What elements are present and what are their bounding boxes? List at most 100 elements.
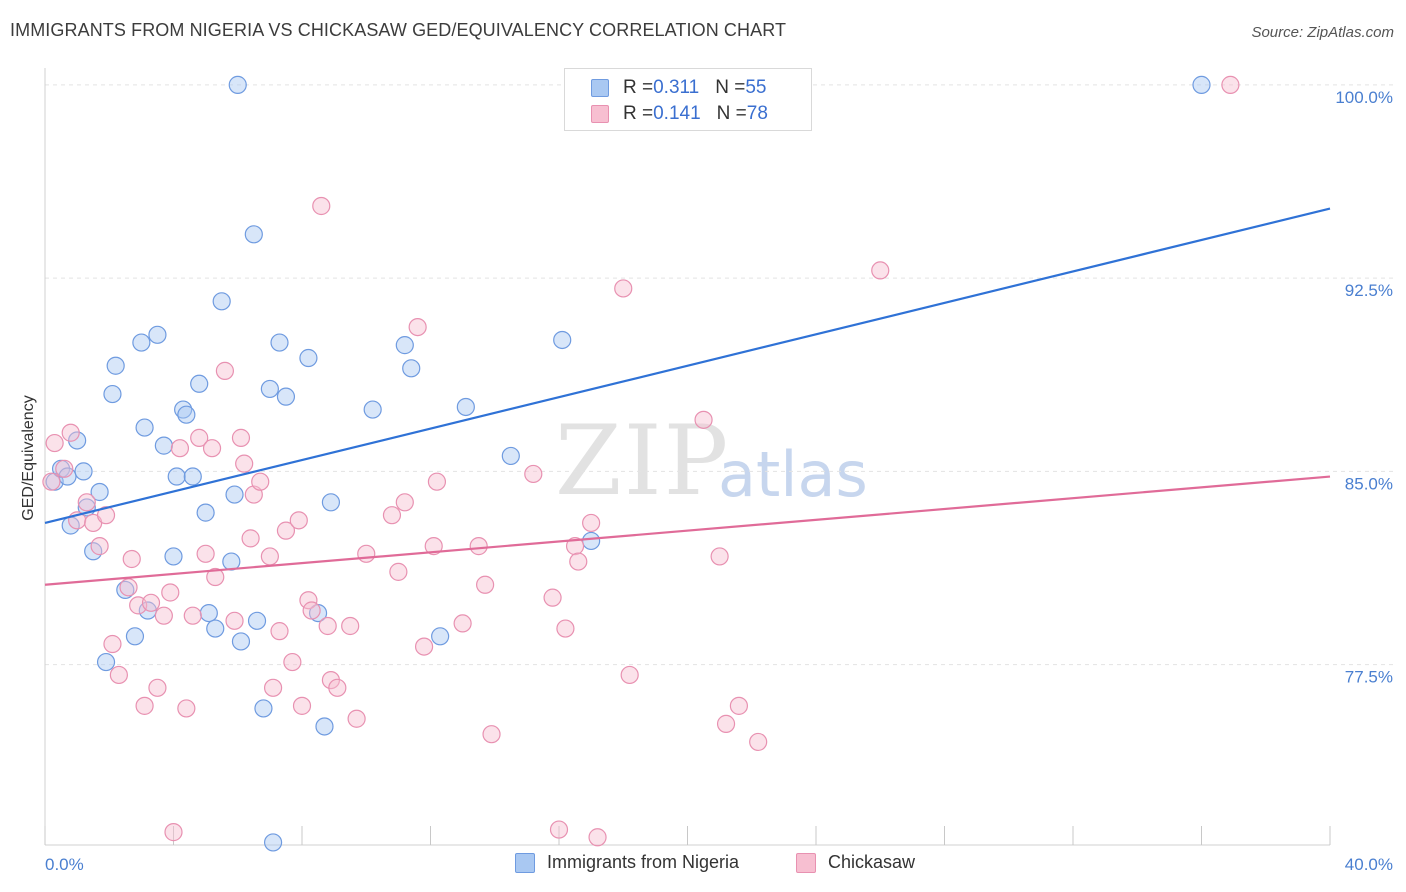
y-axis-title: GED/Equivalency	[20, 395, 37, 520]
source-credit[interactable]: Source: ZipAtlas.com	[1251, 24, 1394, 41]
data-point-chickasaw	[614, 279, 633, 298]
data-point-nigeria	[1192, 75, 1211, 94]
data-point-chickasaw	[276, 521, 296, 540]
legend-n-label: N =	[715, 77, 746, 98]
data-point-chickasaw	[549, 820, 569, 839]
legend-r-label: R =	[623, 103, 654, 124]
data-point-chickasaw	[241, 529, 260, 548]
series-swatch-pink	[796, 852, 816, 873]
data-point-nigeria	[501, 446, 520, 466]
data-point-chickasaw	[382, 506, 402, 525]
data-point-chickasaw	[270, 622, 289, 641]
data-point-chickasaw	[206, 567, 225, 587]
legend-row-nigeria: R = 0.311 N = 55	[591, 76, 767, 100]
series-legend: Immigrants from Nigeria Chickasaw	[0, 852, 1406, 876]
data-point-nigeria	[254, 699, 273, 718]
grid-lines	[45, 84, 1395, 666]
data-point-chickasaw	[215, 361, 234, 380]
data-point-chickasaw	[312, 196, 331, 216]
series-label-nigeria: Immigrants from Nigeria	[547, 852, 740, 872]
data-points	[42, 75, 1331, 852]
data-point-chickasaw	[347, 709, 366, 728]
data-point-chickasaw	[318, 616, 337, 636]
data-point-chickasaw	[582, 513, 601, 533]
data-point-nigeria	[363, 400, 382, 419]
data-point-chickasaw	[710, 547, 729, 566]
data-point-chickasaw	[543, 588, 562, 607]
data-point-chickasaw	[328, 678, 347, 697]
series-label-chickasaw: Chickasaw	[828, 852, 916, 872]
data-point-chickasaw	[694, 410, 713, 429]
data-point-nigeria	[206, 619, 225, 638]
data-point-chickasaw	[556, 619, 575, 638]
data-point-chickasaw	[299, 591, 318, 610]
data-point-chickasaw	[341, 616, 360, 636]
series-legend-nigeria[interactable]: Immigrants from Nigeria	[515, 852, 739, 873]
data-point-nigeria	[148, 325, 167, 344]
data-point-nigeria	[225, 485, 244, 504]
legend-row-chickasaw: R = 0.141 N = 78	[591, 102, 768, 126]
data-point-chickasaw	[154, 606, 173, 625]
data-point-nigeria	[132, 333, 151, 352]
data-point-chickasaw	[729, 696, 749, 715]
data-point-nigeria	[174, 400, 193, 419]
data-point-chickasaw	[61, 423, 80, 442]
data-point-chickasaw	[141, 593, 161, 612]
data-point-nigeria	[196, 503, 215, 522]
data-point-chickasaw	[251, 472, 270, 491]
data-point-chickasaw	[96, 506, 116, 525]
x-tick-label: 40.0%	[1345, 855, 1393, 874]
y-tick-label: 85.0%	[1345, 474, 1393, 493]
data-point-chickasaw	[109, 665, 128, 685]
data-point-chickasaw	[103, 634, 122, 654]
data-point-nigeria	[456, 397, 475, 417]
axis-labels: 77.5% 85.0% 92.5% 100.0% 0.0% 40.0% GED/Equiva…	[20, 88, 1393, 874]
data-point-chickasaw	[357, 544, 376, 563]
data-point-chickasaw	[225, 611, 244, 630]
data-point-nigeria	[135, 418, 154, 437]
data-point-chickasaw	[620, 665, 639, 685]
data-point-chickasaw	[427, 472, 447, 491]
data-point-nigeria	[231, 632, 251, 651]
data-point-chickasaw	[263, 678, 283, 697]
data-point-chickasaw	[424, 537, 443, 556]
data-point-chickasaw	[283, 652, 302, 672]
data-point-nigeria	[299, 348, 318, 368]
data-point-chickasaw	[716, 714, 736, 733]
data-point-nigeria	[212, 292, 231, 311]
data-point-chickasaw	[1221, 75, 1240, 94]
legend-n-label: N =	[716, 103, 747, 124]
data-point-nigeria	[582, 531, 601, 551]
data-point-chickasaw	[588, 828, 607, 847]
data-point-nigeria	[395, 336, 414, 355]
data-point-nigeria	[228, 75, 247, 94]
data-point-chickasaw	[55, 459, 74, 478]
data-point-chickasaw	[122, 549, 141, 569]
data-point-nigeria	[164, 547, 183, 566]
data-point-nigeria	[199, 603, 218, 623]
data-point-nigeria	[270, 333, 289, 352]
data-point-nigeria	[96, 652, 116, 672]
data-point-nigeria	[263, 833, 283, 852]
data-point-chickasaw	[565, 537, 585, 556]
data-point-chickasaw	[289, 511, 308, 530]
data-point-chickasaw	[408, 317, 427, 337]
data-point-nigeria	[177, 405, 196, 424]
y-tick-label: 77.5%	[1345, 668, 1393, 687]
data-point-nigeria	[244, 225, 263, 244]
legend-r-value: 0.141	[653, 103, 701, 124]
y-tick-label: 92.5%	[1345, 281, 1393, 300]
data-point-chickasaw	[235, 454, 254, 473]
legend-n-value: 78	[746, 103, 768, 124]
data-point-nigeria	[90, 482, 109, 502]
data-point-nigeria	[247, 611, 267, 630]
data-point-chickasaw	[190, 428, 209, 447]
series-legend-chickasaw[interactable]: Chickasaw	[796, 852, 915, 873]
data-point-nigeria	[321, 493, 341, 512]
legend-swatch-pink	[591, 105, 609, 123]
data-point-chickasaw	[469, 537, 488, 556]
data-point-chickasaw	[749, 732, 768, 752]
x-tick-label: 0.0%	[45, 855, 84, 874]
data-point-chickasaw	[42, 472, 61, 491]
